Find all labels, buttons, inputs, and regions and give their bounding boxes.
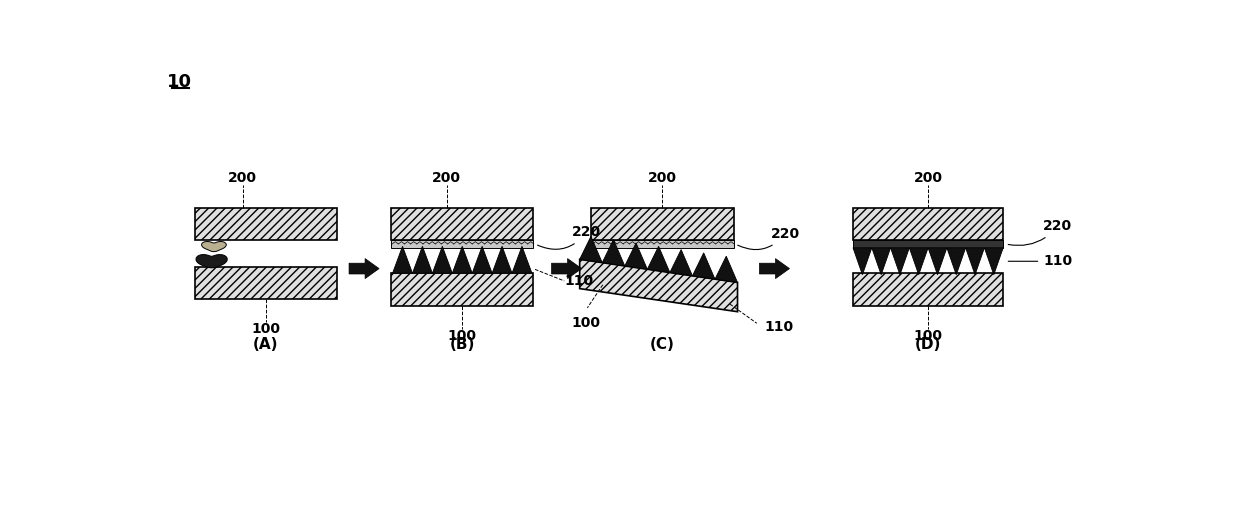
Text: 200: 200 (228, 171, 257, 185)
Polygon shape (692, 253, 715, 279)
Polygon shape (453, 246, 472, 273)
Polygon shape (552, 259, 582, 279)
Polygon shape (670, 249, 692, 276)
Bar (391, 240, 533, 248)
Polygon shape (413, 246, 433, 273)
Polygon shape (433, 246, 453, 273)
Bar (391, 273, 533, 306)
Bar (853, 240, 1003, 248)
Polygon shape (196, 255, 227, 268)
Text: 220: 220 (738, 227, 800, 249)
Text: 110: 110 (1008, 254, 1073, 268)
Bar (853, 208, 1003, 240)
Bar (591, 240, 734, 248)
Polygon shape (579, 259, 738, 312)
Polygon shape (872, 248, 890, 275)
Text: (A): (A) (253, 337, 279, 352)
Text: 110: 110 (564, 274, 594, 288)
Text: 220: 220 (1008, 219, 1073, 246)
Text: 100: 100 (914, 329, 942, 343)
Text: 220: 220 (537, 225, 601, 249)
Text: 10: 10 (167, 74, 192, 91)
Polygon shape (909, 248, 928, 275)
Polygon shape (393, 246, 413, 273)
Text: 200: 200 (914, 171, 942, 185)
Bar (391, 208, 533, 240)
Bar (195, 208, 337, 240)
Polygon shape (759, 259, 790, 279)
Text: 200: 200 (649, 171, 677, 185)
Polygon shape (928, 248, 947, 275)
Text: (B): (B) (450, 337, 475, 352)
Polygon shape (350, 259, 379, 279)
Polygon shape (966, 248, 985, 275)
Polygon shape (603, 239, 625, 266)
Polygon shape (625, 243, 647, 269)
Polygon shape (579, 236, 603, 262)
Text: 100: 100 (448, 329, 476, 343)
Text: 100: 100 (572, 316, 600, 330)
Polygon shape (890, 248, 909, 275)
Text: 100: 100 (252, 322, 280, 337)
Polygon shape (715, 256, 738, 282)
Polygon shape (492, 246, 512, 273)
Polygon shape (647, 246, 670, 272)
Polygon shape (853, 248, 872, 275)
Polygon shape (512, 246, 532, 273)
Polygon shape (472, 246, 492, 273)
Bar (591, 208, 734, 240)
Polygon shape (202, 242, 226, 251)
Text: (C): (C) (650, 337, 675, 352)
Polygon shape (947, 248, 966, 275)
Polygon shape (985, 248, 1003, 275)
Text: 200: 200 (433, 171, 461, 185)
Text: (D): (D) (915, 337, 941, 352)
Text: 110: 110 (765, 320, 794, 334)
Bar (195, 267, 337, 299)
Bar (853, 273, 1003, 306)
